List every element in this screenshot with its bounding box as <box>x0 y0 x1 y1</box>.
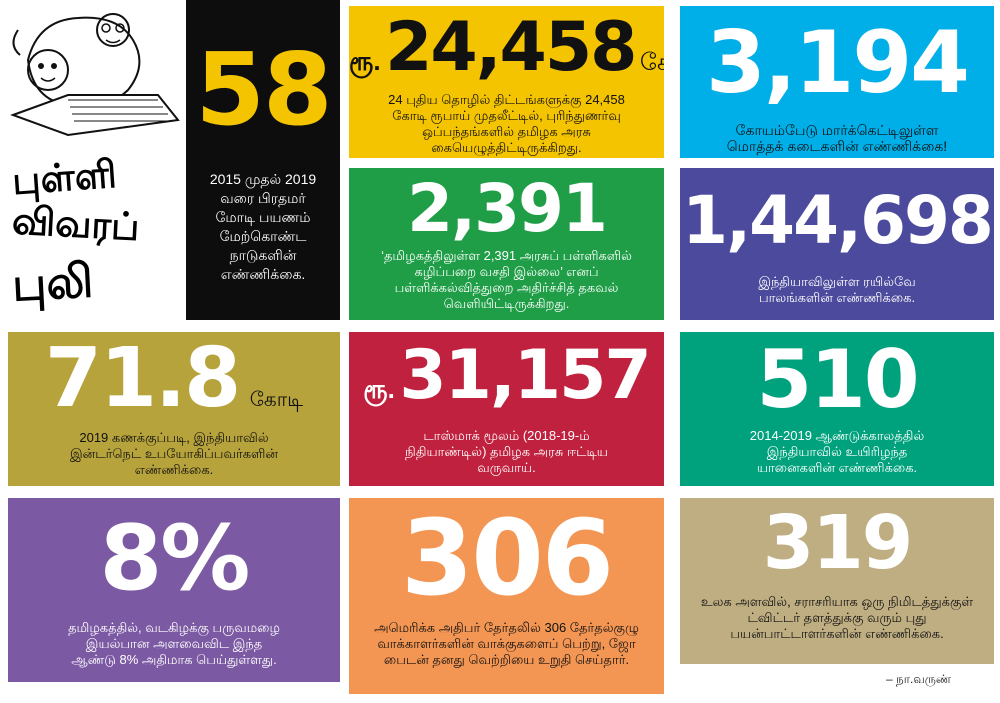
stat-description: 24 புதிய தொழில் திட்டங்களுக்கு 24,458 கோ… <box>388 92 625 155</box>
stat-number: 1,44,698 <box>682 182 994 259</box>
stat-tile-24458: ரூ. 24,458 கோடி 24 புதிய தொழில் திட்டங்க… <box>349 6 664 158</box>
stat-tile-8-percent: 8% தமிழகத்தில், வடகிழக்கு பருவமழை இயல்பா… <box>8 498 340 682</box>
stat-tile-144698: 1,44,698 இந்தியாவிலுள்ள ரயில்வே பாலங்களி… <box>680 168 994 320</box>
stat-headline: ரூ. 31,157 <box>349 342 664 410</box>
stat-prefix: ரூ. <box>363 374 395 404</box>
stat-description: கோயம்பேடு மார்க்கெட்டிலுள்ள மொத்தக் கடைக… <box>726 122 948 154</box>
stat-prefix: ரூ. <box>349 46 381 76</box>
stat-number: 2,391 <box>407 170 608 247</box>
stat-description: டாஸ்மாக் மூலம் (2018-19-ம் நிதியாண்டில்)… <box>405 428 608 475</box>
stat-description: 2015 முதல் 2019 வரை பிரதமர் மோடி பயணம் ம… <box>209 171 317 282</box>
stat-description: 2019 கணக்குப்படி, இந்தியாவில் இன்டர்நெட்… <box>70 430 278 477</box>
logo: புள்ளி விவரப் புலி <box>8 0 184 340</box>
logo-line-3: புலி <box>10 253 95 312</box>
stat-description: அமெரிக்க அதிபர் தேர்தலில் 306 தேர்தல்குழ… <box>374 620 639 667</box>
stat-description: தமிழகத்தில், வடகிழக்கு பருவமழை இயல்பான அ… <box>68 620 280 667</box>
stat-number: 58 <box>195 31 332 148</box>
stat-suffix: கோடி <box>249 389 304 411</box>
stat-tile-71-8: 71.8 கோடி 2019 கணக்குப்படி, இந்தியாவில் … <box>8 332 340 486</box>
stat-tile-510: 510 2014-2019 ஆண்டுக்காலத்தில் இந்தியாவி… <box>680 332 994 486</box>
stat-number: 8% <box>99 506 251 611</box>
cartoon-illustration <box>10 13 180 137</box>
stat-suffix: கோடி <box>639 49 664 76</box>
stat-number: 24,458 <box>385 8 637 87</box>
stat-description: ‘தமிழகத்திலுள்ள 2,391 அரசுப் பள்ளிகளில் … <box>381 248 632 311</box>
stat-tile-3194: 3,194 கோயம்பேடு மார்க்கெட்டிலுள்ள மொத்தக… <box>680 6 994 158</box>
stat-number: 31,157 <box>399 336 651 415</box>
stat-number: 3,194 <box>705 13 970 113</box>
stat-number: 319 <box>762 500 913 586</box>
logo-title: புள்ளி விவரப் புலி <box>11 150 188 312</box>
stat-number: 71.8 <box>44 332 241 426</box>
stat-description: 2014-2019 ஆண்டுக்காலத்தில் இந்தியாவில் உ… <box>749 428 925 475</box>
stat-tile-306: 306 அமெரிக்க அதிபர் தேர்தலில் 306 தேர்தல… <box>349 498 664 694</box>
stat-tile-58: 58 2015 முதல் 2019 வரை பிரதமர் மோடி பயணம… <box>186 0 340 320</box>
stat-headline: ரூ. 24,458 கோடி <box>349 14 664 82</box>
stat-tile-319: 319 உலக அளவில், சராசரியாக ஒரு நிமிடத்துக… <box>680 498 994 664</box>
stat-description: இந்தியாவிலுள்ள ரயில்வே பாலங்களின் எண்ணிக… <box>758 274 916 305</box>
stat-tile-2391: 2,391 ‘தமிழகத்திலுள்ள 2,391 அரசுப் பள்ளி… <box>349 168 664 320</box>
stat-number: 306 <box>400 498 614 619</box>
stat-tile-31157: ரூ. 31,157 டாஸ்மாக் மூலம் (2018-19-ம் நி… <box>349 332 664 486</box>
author-credit: – நா.வருண் <box>886 672 952 686</box>
stat-number: 510 <box>756 333 920 426</box>
stat-headline: 71.8 கோடி <box>8 338 340 420</box>
stat-description: உலக அளவில், சராசரியாக ஒரு நிமிடத்துக்குள… <box>700 594 974 641</box>
